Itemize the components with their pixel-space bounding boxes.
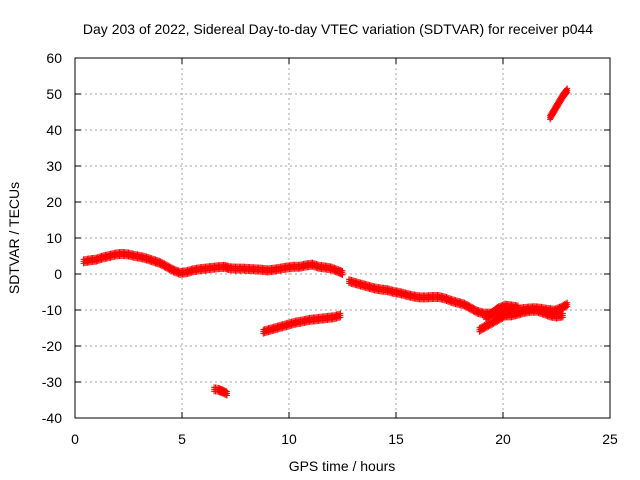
data-point: [485, 323, 492, 330]
data-point: [499, 315, 506, 322]
x-axis-label: GPS time / hours: [289, 458, 396, 474]
data-point: [339, 271, 346, 278]
data-markers: [80, 85, 571, 399]
data-point: [497, 306, 504, 313]
y-tick-label: -20: [42, 338, 62, 354]
data-point: [477, 328, 484, 335]
data-point: [559, 314, 566, 321]
x-tick-label: 0: [71, 431, 79, 447]
data-point: [481, 325, 488, 332]
data-point: [514, 306, 521, 313]
series-segment-4-upper-branch: [482, 300, 521, 323]
data-point: [498, 306, 505, 313]
series-main-trace: [80, 248, 346, 278]
data-point: [447, 299, 454, 306]
y-tick-label: 0: [54, 266, 62, 282]
y-axis-label: SDTVAR / TECUs: [6, 182, 22, 294]
chart-title: Day 203 of 2022, Sidereal Day-to-day VTE…: [83, 21, 593, 37]
data-point: [479, 327, 486, 334]
y-tick-label: 60: [46, 50, 62, 66]
data-point: [337, 314, 344, 321]
y-tick-label: -30: [42, 374, 62, 390]
data-point: [495, 318, 502, 324]
y-tick-label: -10: [42, 302, 62, 318]
data-point: [495, 307, 502, 314]
data-point: [545, 313, 552, 320]
y-tick-label: 20: [46, 194, 62, 210]
x-tick-label: 10: [281, 431, 297, 447]
data-point: [498, 316, 505, 323]
data-point: [480, 326, 487, 333]
data-point: [563, 90, 570, 97]
data-point: [491, 320, 498, 327]
data-point: [564, 89, 571, 96]
x-tick-label: 15: [388, 431, 404, 447]
data-point: [174, 270, 181, 277]
data-point: [561, 305, 568, 312]
series-segment-6: [211, 384, 230, 399]
data-point: [562, 304, 569, 311]
grid-lines: [75, 58, 610, 418]
y-tick-label: 10: [46, 230, 62, 246]
data-point: [484, 324, 491, 331]
data-point: [446, 298, 453, 305]
data-point: [473, 310, 480, 317]
x-tick-label: 25: [602, 431, 618, 447]
data-point: [497, 317, 504, 324]
y-tick-label: -40: [42, 410, 62, 426]
y-tick-label: 30: [46, 158, 62, 174]
series-segment-5: [260, 310, 344, 337]
y-tick-label: 50: [46, 86, 62, 102]
data-point: [490, 320, 497, 327]
data-point: [222, 391, 229, 398]
y-tick-label: 40: [46, 122, 62, 138]
data-point: [493, 319, 500, 326]
x-tick-label: 20: [495, 431, 511, 447]
data-point: [544, 313, 551, 320]
data-point: [499, 305, 506, 312]
data-point: [564, 303, 571, 310]
series-segment-3-lower-branch: [476, 305, 566, 335]
x-tick-label: 5: [178, 431, 186, 447]
data-point: [489, 321, 496, 328]
data-point: [482, 325, 489, 332]
data-point: [500, 315, 507, 322]
data-point: [488, 322, 495, 329]
data-point: [223, 392, 230, 399]
series-segment-7: [547, 85, 571, 123]
data-point: [494, 318, 501, 325]
data-point: [486, 323, 493, 330]
axis-ticks: 0 5 10 15 20 25 -40 -30 -20 -10 0 10 20 30 40 50 60: [42, 50, 618, 447]
data-point: [476, 328, 483, 335]
